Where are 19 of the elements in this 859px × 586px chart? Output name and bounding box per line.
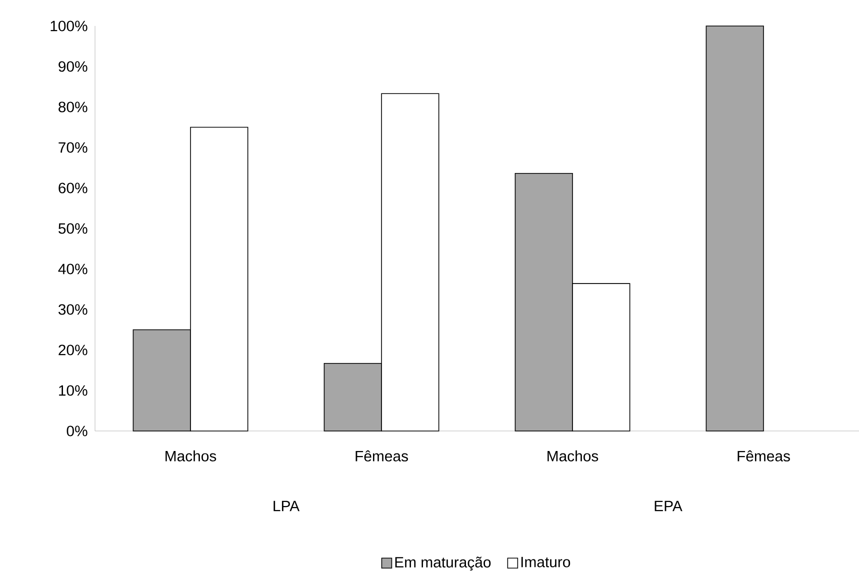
text: LPA xyxy=(274,500,300,512)
text: EPA xyxy=(654,500,682,512)
x-tick-label: Fêmeas xyxy=(738,450,790,462)
y-tick-label: 20% xyxy=(58,344,88,356)
y-tick-label: 70% xyxy=(58,142,88,153)
x-tick-label: Machos xyxy=(166,450,216,462)
y-tick-label: 80% xyxy=(58,102,88,112)
y-tick-label: 30% xyxy=(58,304,88,315)
y-tick-label: 0% xyxy=(66,426,88,436)
y-tick-label: 90% xyxy=(58,61,88,72)
x-tick-label: Fêmeas xyxy=(356,450,408,462)
y-tick-label: 50% xyxy=(58,223,88,234)
y-tick-label: 100% xyxy=(50,20,88,32)
legend-label: Em maturação xyxy=(395,556,491,571)
y-tick-label: 10% xyxy=(59,385,88,396)
legend-label: Imaturo xyxy=(521,556,570,568)
x-tick-label: Machos xyxy=(548,450,598,462)
y-tick-label: 40% xyxy=(58,264,88,274)
y-tick-label: 60% xyxy=(58,182,88,194)
